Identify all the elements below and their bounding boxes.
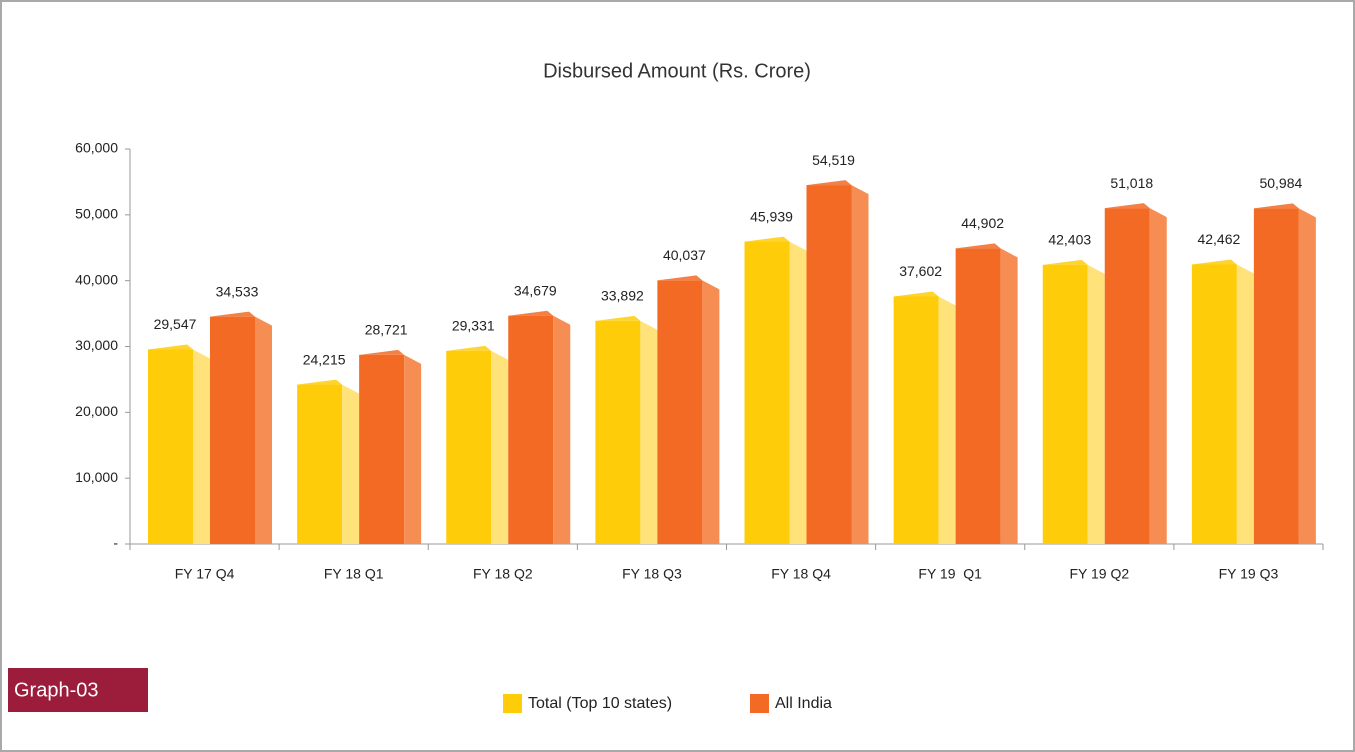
bar-side	[1000, 248, 1018, 544]
bar-top	[1253, 203, 1299, 209]
bar-top	[806, 180, 852, 186]
bar-front	[148, 349, 193, 544]
y-tick-label: 60,000	[75, 140, 118, 156]
bar-side	[1087, 264, 1105, 544]
bar-front	[1253, 208, 1299, 544]
x-tick-label: FY 18 Q4	[771, 566, 831, 582]
x-tick-label: FY 17 Q4	[175, 566, 235, 582]
chart-title: Disbursed Amount (Rs. Crore)	[543, 60, 811, 82]
bar-side	[702, 280, 720, 544]
x-tick-label: FY 18 Q2	[473, 566, 533, 582]
value-label: 34,533	[216, 283, 259, 299]
bar-side	[640, 320, 658, 544]
y-tick-label: 20,000	[75, 403, 118, 419]
bar-side	[491, 350, 509, 544]
bar-side	[851, 185, 869, 544]
y-tick-label: 50,000	[75, 206, 118, 222]
bar-front	[508, 315, 554, 544]
bar-front	[1042, 264, 1088, 544]
bar-front	[210, 316, 255, 544]
bar-top	[1104, 203, 1150, 209]
bar-top	[955, 243, 1001, 249]
x-tick-label: FY 18 Q1	[324, 566, 384, 582]
bar-top	[1191, 259, 1237, 265]
bar-top	[657, 275, 703, 281]
x-tick-label: FY 18 Q3	[622, 566, 682, 582]
legend-label: Total (Top 10 states)	[528, 695, 672, 712]
x-tick-label: FY 19 Q3	[1219, 566, 1279, 582]
y-tick-label: 40,000	[75, 271, 118, 287]
value-label: 45,939	[750, 208, 793, 224]
legend-label: All India	[775, 695, 832, 712]
y-tick-label: -	[113, 535, 118, 551]
x-tick-label: FY 19 Q2	[1069, 566, 1129, 582]
legend-swatch	[503, 694, 522, 713]
bar-side	[938, 296, 956, 544]
badge-box	[8, 668, 148, 712]
x-tick-label: FY 19 Q1	[918, 566, 982, 582]
value-label: 28,721	[365, 322, 408, 338]
bar-top	[446, 345, 492, 351]
value-label: 50,984	[1259, 175, 1302, 191]
value-label: 54,519	[812, 152, 855, 168]
bar-front	[955, 248, 1001, 544]
value-label: 29,331	[452, 318, 495, 334]
bar-side	[1298, 208, 1316, 544]
bar-top	[508, 310, 554, 316]
bar-side	[553, 315, 571, 544]
bar-side	[255, 316, 272, 544]
legend-swatch	[750, 694, 769, 713]
bar-side	[789, 241, 807, 545]
value-label: 42,403	[1048, 232, 1091, 248]
bar-top	[210, 311, 255, 317]
bar-side	[1236, 264, 1254, 544]
bar-front	[806, 185, 852, 544]
value-label: 34,679	[514, 282, 557, 298]
badge: Graph-03	[14, 679, 99, 701]
value-label: 51,018	[1110, 175, 1153, 191]
bar-side	[193, 349, 210, 544]
bar-top	[297, 379, 343, 385]
value-label: 42,462	[1197, 231, 1240, 247]
bar-side	[404, 354, 422, 544]
bar-front	[1191, 264, 1237, 544]
value-label: 37,602	[899, 263, 942, 279]
bar-side	[1149, 208, 1167, 544]
bar-front	[446, 350, 492, 544]
bar-front	[595, 320, 641, 544]
bar-top	[359, 349, 405, 355]
bar-top	[148, 344, 193, 350]
bar-front	[297, 384, 343, 544]
bar-top	[1042, 259, 1088, 265]
bar-front	[359, 354, 405, 544]
value-label: 24,215	[303, 351, 346, 367]
bar-side	[342, 384, 360, 544]
bar-front	[744, 241, 790, 545]
value-label: 40,037	[663, 247, 706, 263]
bar-front	[1104, 208, 1150, 544]
y-tick-label: 10,000	[75, 469, 118, 485]
bar-front	[893, 296, 939, 544]
value-label: 44,902	[961, 215, 1004, 231]
value-label: 29,547	[154, 316, 197, 332]
bar-front	[657, 280, 703, 544]
bar-top	[595, 315, 641, 321]
bar-top	[744, 236, 790, 242]
y-tick-label: 30,000	[75, 337, 118, 353]
bar-top	[893, 291, 939, 297]
value-label: 33,892	[601, 288, 644, 304]
